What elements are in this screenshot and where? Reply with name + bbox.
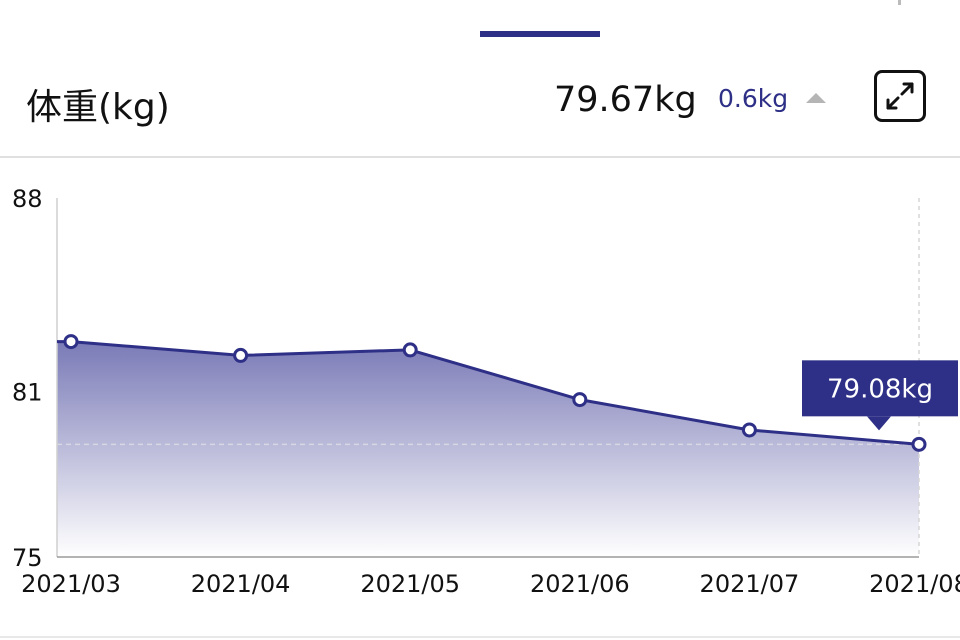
x-tick-label: 2021/08 xyxy=(869,570,960,598)
expand-button[interactable] xyxy=(874,70,926,122)
data-point-2021-07 xyxy=(741,422,757,438)
data-point-2021-04 xyxy=(233,347,249,363)
x-tick-label: 2021/04 xyxy=(191,570,291,598)
header-divider xyxy=(0,156,960,158)
y-tick-label: 88 xyxy=(12,185,43,213)
current-value: 79.67kg xyxy=(554,80,697,120)
x-tick-label: 2021/06 xyxy=(530,570,630,598)
tab-indicator xyxy=(480,31,600,37)
metric-title: 体重(kg) xyxy=(26,87,170,128)
bottom-divider xyxy=(0,636,960,638)
change-value: 0.6kg xyxy=(718,84,789,113)
data-point-2021-05 xyxy=(402,342,418,358)
data-point-2021-08 xyxy=(911,436,927,452)
y-tick-label: 81 xyxy=(12,378,43,406)
change-up-arrow-icon xyxy=(806,93,826,103)
data-point-2021-03 xyxy=(63,334,79,350)
tooltip-label: 79.08kg xyxy=(827,374,933,404)
tooltip-box xyxy=(802,360,958,417)
x-tick-label: 2021/03 xyxy=(21,570,121,598)
area-fill xyxy=(57,341,919,557)
y-tick-label: 75 xyxy=(12,544,43,572)
expand-icon xyxy=(886,82,914,110)
x-tick-label: 2021/05 xyxy=(360,570,460,598)
metric-header: 体重(kg) 79.67kg 0.6kg xyxy=(0,60,960,156)
tooltip-pointer xyxy=(867,416,891,431)
x-tick-label: 2021/07 xyxy=(700,570,800,598)
scroll-edge-mark xyxy=(898,0,901,5)
data-point-2021-06 xyxy=(572,392,588,408)
